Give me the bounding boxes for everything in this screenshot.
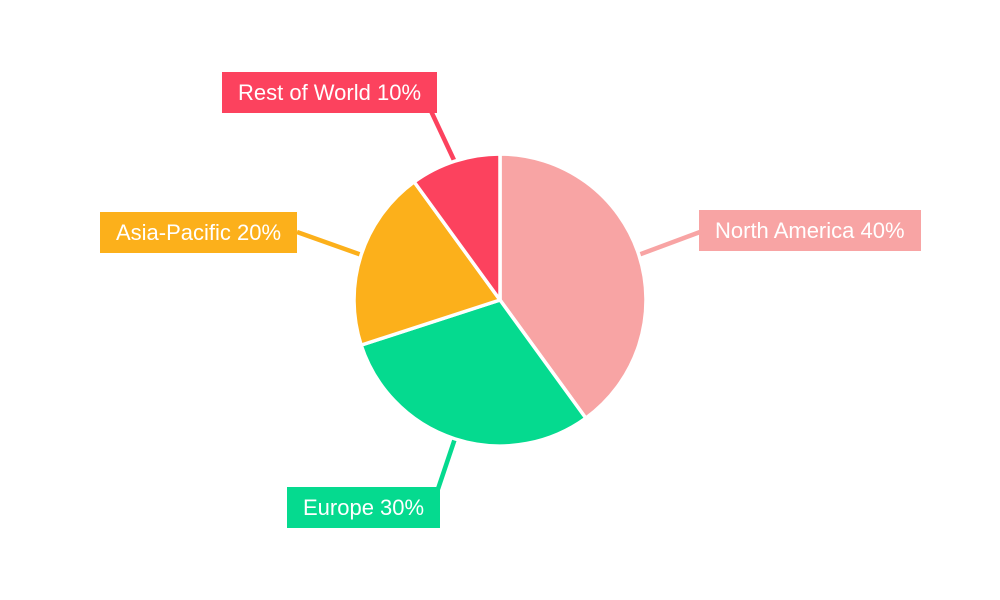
slice-label-text: North America 40% (715, 218, 905, 243)
pie-slice-asia-pacific[interactable] (352, 180, 502, 347)
slice-label-rest-of-world: Rest of World 10% (222, 72, 438, 113)
slice-label-text: Rest of World 10% (238, 80, 422, 105)
slice-label-north-america: North America 40% (699, 210, 921, 251)
leader-line-asia-pacific (296, 229, 365, 258)
leader-line-north-america (635, 229, 701, 258)
pie-slice-rest-of-world[interactable] (412, 152, 502, 302)
slice-label-europe: Europe 30% (287, 487, 441, 528)
slice-label-text: Asia-Pacific 20% (116, 220, 282, 245)
leader-line-europe (435, 435, 458, 490)
slice-label-asia-pacific: Asia-Pacific 20% (100, 212, 298, 253)
pie-slice-europe[interactable] (359, 298, 588, 448)
pie-slice-north-america[interactable] (498, 152, 648, 420)
slice-label-text: Europe 30% (303, 495, 425, 520)
leader-line-rest-of-world (428, 110, 458, 165)
